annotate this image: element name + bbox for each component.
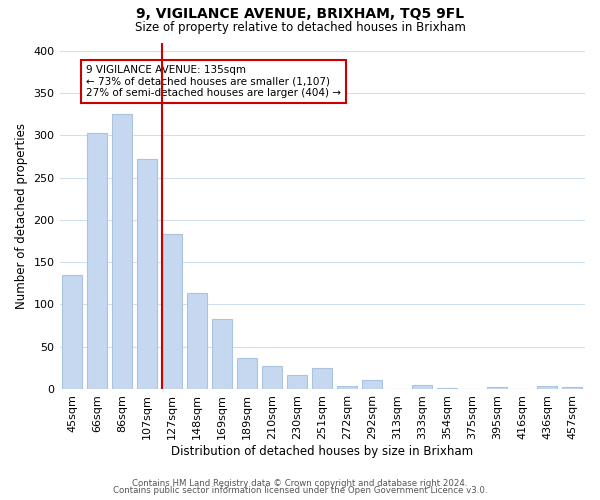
Bar <box>137 159 157 389</box>
Bar <box>412 384 433 389</box>
Bar <box>487 388 508 389</box>
Y-axis label: Number of detached properties: Number of detached properties <box>15 122 28 308</box>
Bar <box>287 374 307 389</box>
Bar <box>162 234 182 389</box>
Bar <box>237 358 257 389</box>
Bar <box>112 114 132 389</box>
Text: Size of property relative to detached houses in Brixham: Size of property relative to detached ho… <box>134 21 466 34</box>
Text: 9 VIGILANCE AVENUE: 135sqm
← 73% of detached houses are smaller (1,107)
27% of s: 9 VIGILANCE AVENUE: 135sqm ← 73% of deta… <box>86 65 341 98</box>
Bar <box>87 133 107 389</box>
Bar <box>62 275 82 389</box>
Text: 9, VIGILANCE AVENUE, BRIXHAM, TQ5 9FL: 9, VIGILANCE AVENUE, BRIXHAM, TQ5 9FL <box>136 8 464 22</box>
Bar <box>538 386 557 389</box>
Bar <box>262 366 282 389</box>
Bar <box>437 388 457 389</box>
Bar <box>187 294 207 389</box>
Bar <box>312 368 332 389</box>
Text: Contains public sector information licensed under the Open Government Licence v3: Contains public sector information licen… <box>113 486 487 495</box>
X-axis label: Distribution of detached houses by size in Brixham: Distribution of detached houses by size … <box>171 444 473 458</box>
Text: Contains HM Land Registry data © Crown copyright and database right 2024.: Contains HM Land Registry data © Crown c… <box>132 478 468 488</box>
Bar <box>562 388 583 389</box>
Bar <box>337 386 358 389</box>
Bar <box>362 380 382 389</box>
Bar <box>212 319 232 389</box>
